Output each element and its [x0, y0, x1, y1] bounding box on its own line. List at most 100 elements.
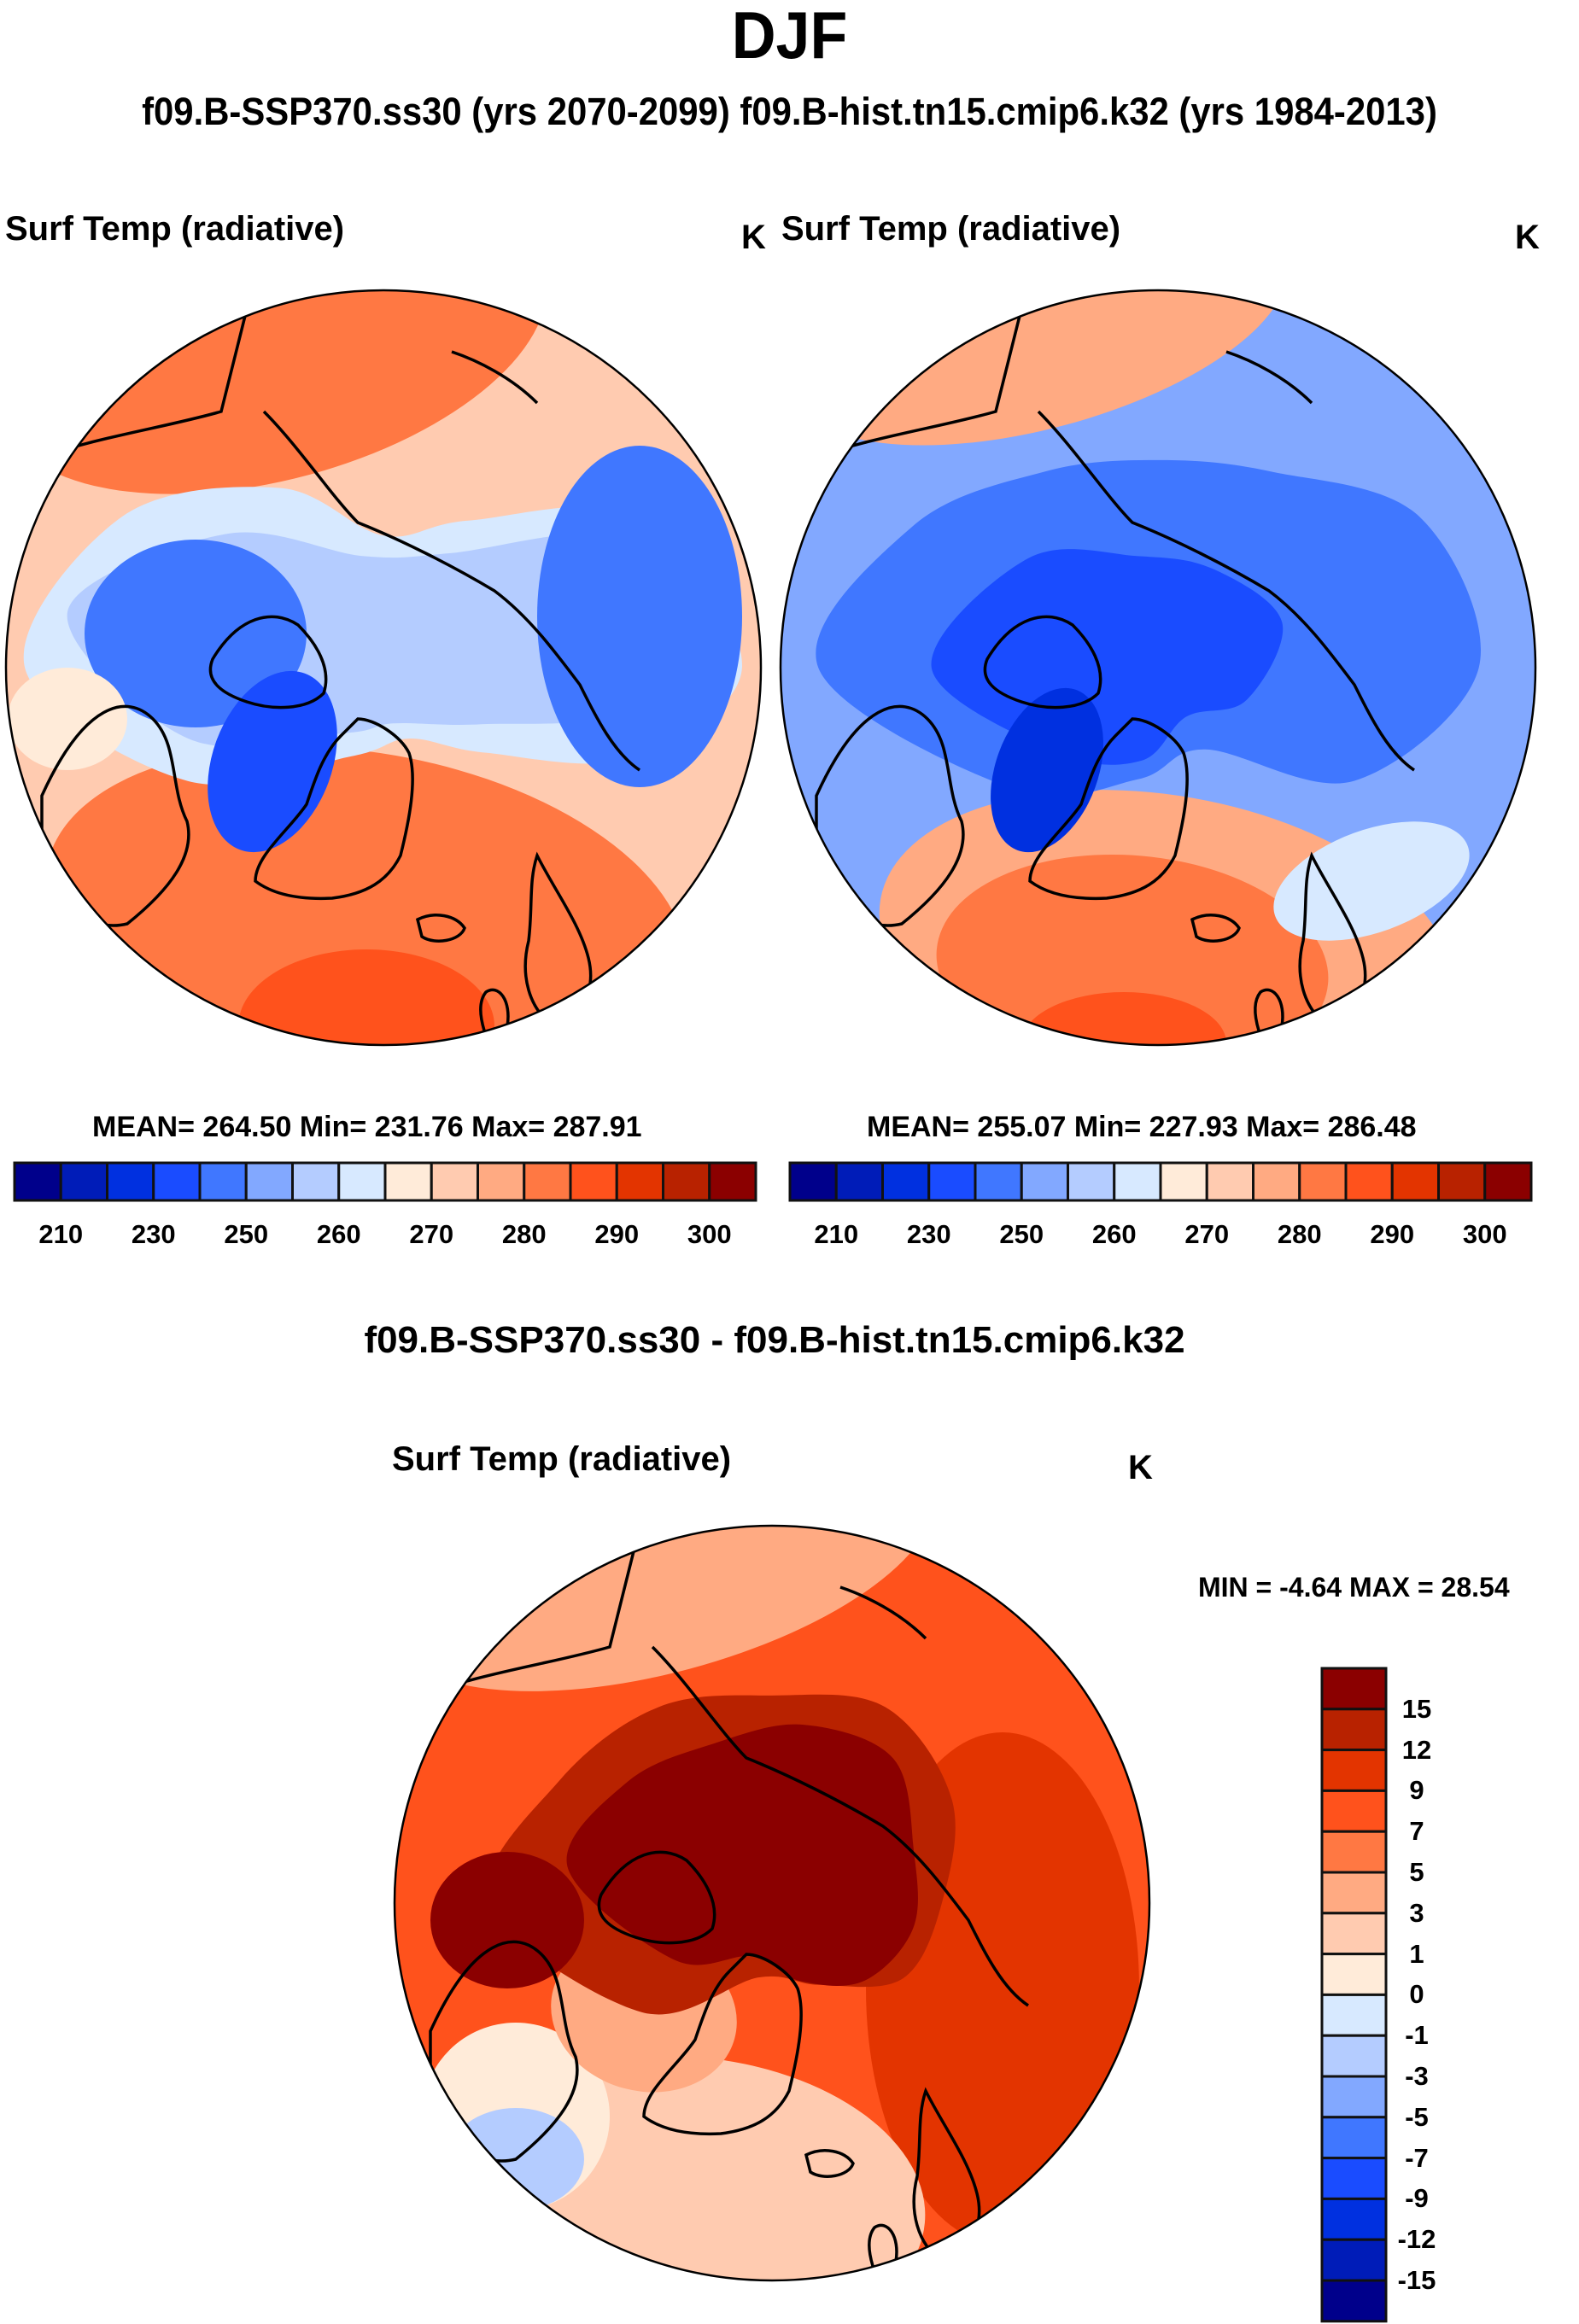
- panel1-units: K: [741, 219, 766, 256]
- colorbar-box: [1320, 1993, 1388, 2037]
- panel2-stats: MEAN= 255.07 Min= 227.93 Max= 286.48: [867, 1111, 1417, 1143]
- coastline: [254, 717, 414, 901]
- colorbar-box: [1320, 1912, 1388, 1956]
- colorbar-tick-label: 230: [131, 1219, 176, 1249]
- colorbar-box: [569, 1161, 618, 1202]
- coastline: [262, 410, 640, 772]
- contour-region: [1273, 821, 1470, 941]
- colorbar-tick-label: 280: [1277, 1219, 1322, 1249]
- colorbar-tick-label: -1: [1405, 2020, 1429, 2051]
- colorbar-box: [1320, 2034, 1388, 2078]
- colorbar-box: [615, 1161, 664, 1202]
- panel2-title: Surf Temp (radiative): [781, 210, 1121, 248]
- coastline: [597, 1850, 716, 1945]
- coastline: [798, 308, 1023, 464]
- colorbar-box: [1320, 1789, 1388, 1833]
- colorbar-box: [1320, 2197, 1388, 2241]
- panel3-colorbar: [1320, 1667, 1388, 2323]
- colorbar-tick-label: -7: [1405, 2142, 1429, 2173]
- colorbar-box: [1344, 1161, 1394, 1202]
- colorbar-tick-label: -15: [1397, 2265, 1436, 2295]
- colorbar-box: [430, 1161, 479, 1202]
- colorbar-tick-label: -12: [1397, 2224, 1436, 2255]
- difference-title: f09.B-SSP370.ss30 - f09.B-hist.tn15.cmip…: [364, 1319, 1185, 1361]
- coastline: [1037, 410, 1415, 772]
- coastline: [983, 615, 1102, 709]
- colorbar-tick-label: 290: [594, 1219, 640, 1249]
- colorbar-box: [1320, 2116, 1388, 2160]
- colorbar-box: [881, 1161, 931, 1202]
- panel2-units: K: [1515, 219, 1540, 256]
- colorbar-tick-label: 260: [316, 1219, 361, 1249]
- colorbar-box: [1320, 2157, 1388, 2200]
- contour-region: [85, 540, 307, 727]
- colorbar-box: [1320, 1749, 1388, 1792]
- colorbar-box: [383, 1161, 433, 1202]
- contour-region: [430, 1852, 584, 1988]
- coastline: [451, 350, 539, 405]
- colorbar-box: [1483, 1161, 1533, 1202]
- panel3-units: K: [1128, 1449, 1153, 1486]
- colorbar-tick-label: 280: [501, 1219, 547, 1249]
- colorbar-box: [1020, 1161, 1069, 1202]
- colorbar-box: [106, 1161, 155, 1202]
- colorbar-tick-label: 250: [224, 1219, 269, 1249]
- colorbar-tick-label: 0: [1409, 1979, 1424, 2010]
- contour-region: [537, 446, 742, 787]
- colorbar-tick-label: 260: [1091, 1219, 1137, 1249]
- map-fill: [6, 290, 761, 1045]
- figure-title: DJF: [731, 0, 848, 73]
- coastline: [1190, 914, 1241, 943]
- colorbar-box: [1205, 1161, 1254, 1202]
- coastline: [1028, 717, 1189, 901]
- colorbar-box: [1320, 1871, 1388, 1915]
- colorbar-box: [1320, 2279, 1388, 2323]
- colorbar-box: [198, 1161, 248, 1202]
- coastline: [839, 1585, 927, 1640]
- colorbar-tick-label: 300: [1462, 1219, 1507, 1249]
- colorbar-box: [1320, 2075, 1388, 2119]
- map-fill: [781, 290, 1535, 1045]
- coastline: [208, 615, 328, 709]
- colorbar-box: [1320, 2238, 1388, 2282]
- contour-region: [395, 1526, 935, 1691]
- map-border: [4, 289, 763, 1047]
- coastline: [804, 2149, 855, 2178]
- contour-region: [789, 290, 1288, 446]
- contour-region: [931, 549, 1284, 765]
- colorbar-tick-label: 3: [1409, 1897, 1424, 1928]
- panel1-stats: MEAN= 264.50 Min= 231.76 Max= 287.91: [92, 1111, 642, 1143]
- contour-region: [6, 290, 547, 494]
- colorbar-box: [152, 1161, 202, 1202]
- colorbar-box: [1067, 1161, 1116, 1202]
- colorbar-box: [477, 1161, 526, 1202]
- colorbar-tick-label: 270: [409, 1219, 454, 1249]
- panel2-colorbar: [788, 1161, 1533, 1202]
- colorbar-box: [1252, 1161, 1301, 1202]
- contour-region: [8, 668, 127, 770]
- colorbar-tick-label: 300: [687, 1219, 732, 1249]
- colorbar-box: [1390, 1161, 1440, 1202]
- colorbar-box: [1320, 1708, 1388, 1752]
- colorbar-box: [1320, 1953, 1388, 1996]
- figure-subtitle: f09.B-SSP370.ss30 (yrs 2070-2099) f09.B-…: [142, 90, 1437, 133]
- colorbar-tick-label: -3: [1405, 2061, 1429, 2091]
- colorbar-box: [662, 1161, 711, 1202]
- colorbar-box: [244, 1161, 294, 1202]
- colorbar-tick-label: 250: [999, 1219, 1044, 1249]
- colorbar-tick-label: 7: [1409, 1816, 1424, 1847]
- colorbar-box: [1320, 1667, 1388, 1711]
- colorbar-box: [59, 1161, 108, 1202]
- colorbar-tick-label: 210: [814, 1219, 859, 1249]
- panel1-colorbar: [13, 1161, 757, 1202]
- colorbar-tick-label: 290: [1370, 1219, 1415, 1249]
- map-border: [779, 289, 1537, 1047]
- map-border: [393, 1524, 1151, 2282]
- colorbar-tick-label: 270: [1184, 1219, 1230, 1249]
- colorbar-tick-label: 5: [1409, 1857, 1424, 1887]
- colorbar-box: [1298, 1161, 1348, 1202]
- coastline: [1225, 350, 1313, 405]
- coastline: [412, 1544, 637, 1700]
- panel3-stats: MIN = -4.64 MAX = 28.54: [1198, 1572, 1510, 1603]
- colorbar-box: [927, 1161, 977, 1202]
